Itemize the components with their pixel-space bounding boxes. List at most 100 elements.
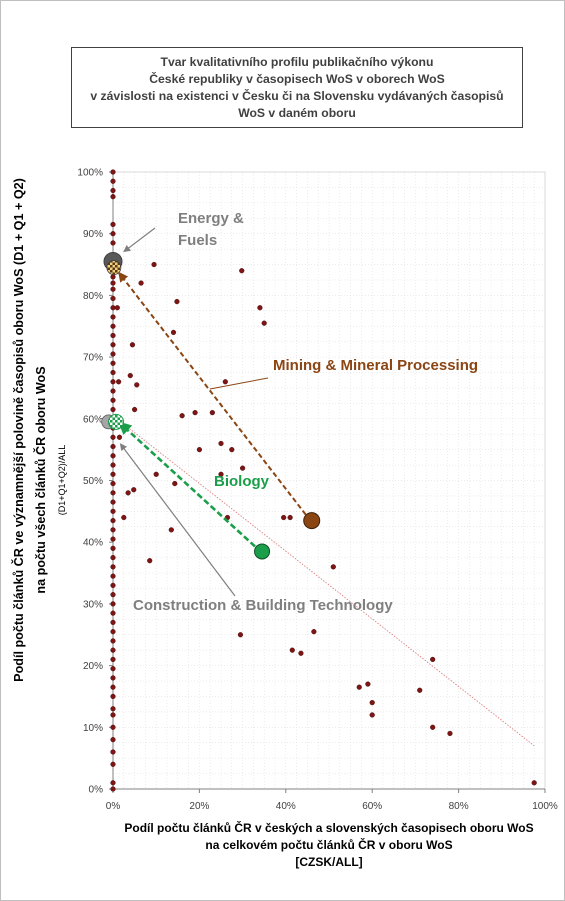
data-point bbox=[311, 629, 317, 635]
data-point bbox=[172, 480, 178, 487]
data-point bbox=[110, 471, 116, 477]
chart-title-box: Tvar kvalitativního profilu publikačního… bbox=[71, 47, 523, 128]
trendline bbox=[112, 415, 535, 747]
data-point bbox=[110, 573, 116, 579]
data-point bbox=[129, 342, 136, 348]
x-axis-title-line-1: Podíl počtu článků ČR v českých a sloven… bbox=[124, 820, 533, 835]
data-point bbox=[110, 323, 116, 329]
grid bbox=[112, 171, 546, 790]
data-point bbox=[110, 434, 116, 440]
data-point bbox=[110, 675, 116, 681]
data-point bbox=[110, 443, 116, 450]
mining-point bbox=[303, 512, 321, 530]
data-point bbox=[110, 351, 116, 357]
data-point bbox=[110, 693, 116, 700]
data-point bbox=[237, 632, 244, 638]
data-point bbox=[218, 440, 224, 447]
energy-arrow bbox=[123, 227, 156, 253]
data-point bbox=[110, 379, 116, 385]
data-point bbox=[116, 434, 123, 440]
y-axis-subtitle: (D1+Q1+Q2)/ALL bbox=[57, 445, 67, 516]
chart-title-line-3: v závislosti na existenci v Česku či na … bbox=[90, 88, 504, 103]
data-point bbox=[110, 286, 116, 292]
data-point bbox=[110, 582, 116, 588]
data-point bbox=[110, 536, 116, 542]
data-point bbox=[110, 786, 116, 792]
construction-czsk-point bbox=[108, 413, 125, 430]
data-point bbox=[330, 564, 336, 570]
data-point bbox=[110, 761, 116, 767]
highlight-points bbox=[101, 251, 321, 560]
data-point bbox=[110, 274, 116, 280]
x-tick-label: 0% bbox=[106, 801, 121, 812]
y-tick-label: 90% bbox=[83, 229, 103, 240]
data-point bbox=[430, 656, 436, 663]
data-point bbox=[257, 305, 263, 311]
data-point bbox=[192, 410, 198, 416]
data-point bbox=[209, 410, 215, 416]
data-point bbox=[298, 650, 304, 656]
data-point bbox=[138, 280, 144, 286]
data-point bbox=[430, 724, 436, 730]
data-point bbox=[110, 601, 116, 607]
data-point bbox=[110, 462, 116, 468]
chart-title-line-4: WoS v daném oboru bbox=[238, 105, 356, 120]
data-point bbox=[110, 314, 116, 320]
trendline-path bbox=[112, 415, 535, 747]
data-point bbox=[110, 712, 116, 718]
x-axis-title-line-2: na celkovém počtu článků ČR v oboru WoS bbox=[205, 837, 452, 852]
data-point bbox=[110, 518, 116, 524]
data-point bbox=[110, 240, 116, 246]
x-tick-label: 60% bbox=[362, 801, 382, 812]
y-axis-title-line-2: na počtu všech článků ČR oboru WoS bbox=[33, 366, 48, 593]
data-point bbox=[110, 305, 116, 311]
data-point bbox=[127, 373, 133, 379]
data-point bbox=[110, 388, 116, 394]
data-point bbox=[110, 499, 116, 505]
data-point bbox=[131, 487, 137, 493]
construction-label: Construction & Building Technology bbox=[133, 597, 393, 614]
data-point bbox=[110, 480, 116, 487]
data-point bbox=[110, 592, 116, 598]
data-point bbox=[110, 684, 116, 690]
data-point bbox=[179, 413, 185, 419]
energy-label-line-2: Fuels bbox=[178, 232, 217, 249]
data-point bbox=[110, 178, 116, 184]
data-point bbox=[110, 647, 116, 653]
data-point bbox=[110, 666, 116, 672]
y-axis-title-line-1: Podíl počtu článků ČR ve významnější pol… bbox=[11, 178, 26, 682]
y-tick-label: 40% bbox=[83, 538, 103, 549]
x-tick-label: 80% bbox=[449, 801, 469, 812]
y-tick-label: 10% bbox=[83, 723, 103, 734]
data-point bbox=[110, 295, 116, 302]
data-point bbox=[356, 684, 362, 690]
x-tick-label: 40% bbox=[276, 801, 296, 812]
data-point bbox=[110, 360, 116, 366]
y-tick-label: 70% bbox=[83, 353, 103, 364]
data-point bbox=[110, 508, 116, 514]
data-point bbox=[239, 268, 245, 274]
y-tick-label: 100% bbox=[77, 168, 103, 179]
energy-czsk-point bbox=[106, 260, 122, 276]
data-point bbox=[110, 490, 116, 496]
data-point bbox=[110, 231, 116, 237]
data-point bbox=[222, 379, 228, 385]
data-point bbox=[110, 187, 116, 194]
data-point bbox=[110, 638, 116, 644]
y-tick-label: 50% bbox=[83, 476, 103, 487]
data-point bbox=[110, 656, 116, 663]
data-point bbox=[110, 369, 116, 376]
data-point bbox=[365, 681, 371, 687]
x-axis-title-line-3: [CZSK/ALL] bbox=[295, 855, 362, 869]
construction-arrow bbox=[119, 443, 236, 597]
data-point bbox=[110, 406, 116, 413]
data-point bbox=[417, 687, 423, 693]
data-point bbox=[110, 397, 116, 403]
mining-label: Mining & Mineral Processing bbox=[273, 357, 478, 374]
data-points bbox=[110, 169, 537, 792]
data-point bbox=[110, 564, 116, 570]
data-point bbox=[240, 465, 246, 471]
data-point bbox=[174, 298, 180, 305]
data-point bbox=[110, 221, 116, 228]
x-tick-labels: 0% 20% 40% 60% 80% 100% bbox=[106, 801, 558, 812]
